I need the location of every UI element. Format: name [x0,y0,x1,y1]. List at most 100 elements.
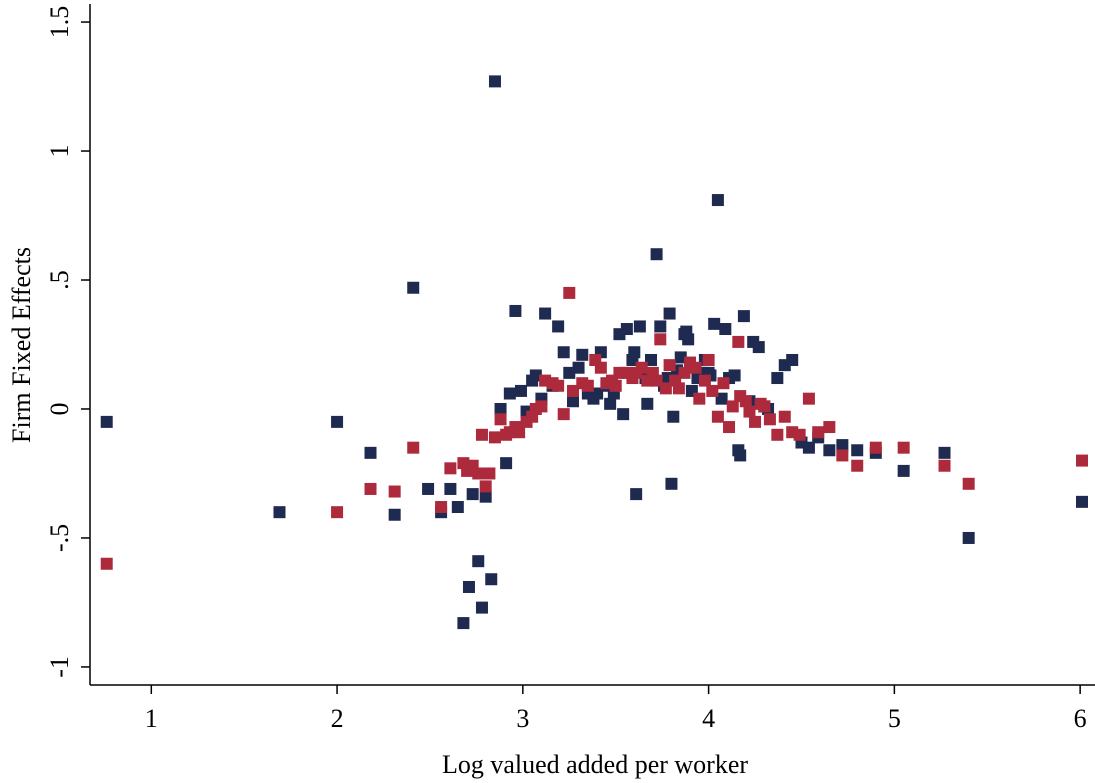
point [763,413,776,426]
y-tick-label: -1 [45,656,74,678]
point [752,341,765,354]
point [513,426,526,439]
point [702,353,715,366]
point [711,410,724,423]
point [479,480,492,493]
point [719,323,732,336]
point [444,482,457,495]
point [678,366,691,379]
point [962,477,975,490]
point [897,464,910,477]
point [539,307,552,320]
point [535,400,548,413]
point [938,459,951,472]
point [641,397,654,410]
point [734,449,747,462]
point [732,335,745,348]
point [451,501,464,514]
x-axis-label: Log valued added per worker [442,750,748,779]
point [650,248,663,261]
point [726,400,739,413]
point [494,413,507,426]
point [331,415,344,428]
point [475,601,488,614]
point [552,320,565,333]
point [778,410,791,423]
point [758,400,771,413]
point [509,304,522,317]
point [1075,454,1088,467]
point [407,281,420,294]
y-axis-label: Firm Fixed Effects [7,247,36,443]
point [462,580,475,593]
x-tick-label: 4 [702,704,715,733]
point [422,482,435,495]
point [836,439,849,452]
point [682,333,695,346]
point [563,286,576,299]
point [557,346,570,359]
y-tick-label: 0 [45,402,74,415]
point [633,320,646,333]
x-tick-label: 6 [1074,704,1087,733]
point [388,508,401,521]
point [576,348,589,361]
point [557,408,570,421]
point [728,369,741,382]
x-tick-label: 2 [331,704,344,733]
point [503,387,516,400]
point [737,310,750,323]
point [630,488,643,501]
point [851,444,864,457]
point [273,506,286,519]
point [962,531,975,544]
point [802,392,815,405]
point [572,361,585,374]
point [566,384,579,397]
point [331,506,344,519]
point [100,415,113,428]
point [667,410,680,423]
point [475,428,488,441]
point [786,353,799,366]
point [689,361,702,374]
point [488,75,501,88]
y-tick-label: .5 [45,270,74,290]
point [388,485,401,498]
point [364,482,377,495]
point [645,353,658,366]
point [715,392,728,405]
point [693,392,706,405]
point [897,441,910,454]
point [654,320,667,333]
point [466,488,479,501]
point [500,457,513,470]
y-tick-label: -.5 [45,524,74,552]
point [566,395,579,408]
point [100,557,113,570]
point [594,361,607,374]
point [793,428,806,441]
point [364,446,377,459]
point [823,444,836,457]
point [743,405,756,418]
point [1075,495,1088,508]
point [708,317,721,330]
point [711,194,724,207]
point [407,441,420,454]
point [663,359,676,372]
point [706,384,719,397]
x-tick-label: 5 [888,704,901,733]
point [869,441,882,454]
point [457,617,470,630]
point [836,449,849,462]
point [485,573,498,586]
point [514,384,527,397]
y-tick-label: 1.5 [45,6,74,39]
point [472,467,485,480]
point [665,477,678,490]
point [488,431,501,444]
point [591,387,604,400]
point [650,374,663,387]
